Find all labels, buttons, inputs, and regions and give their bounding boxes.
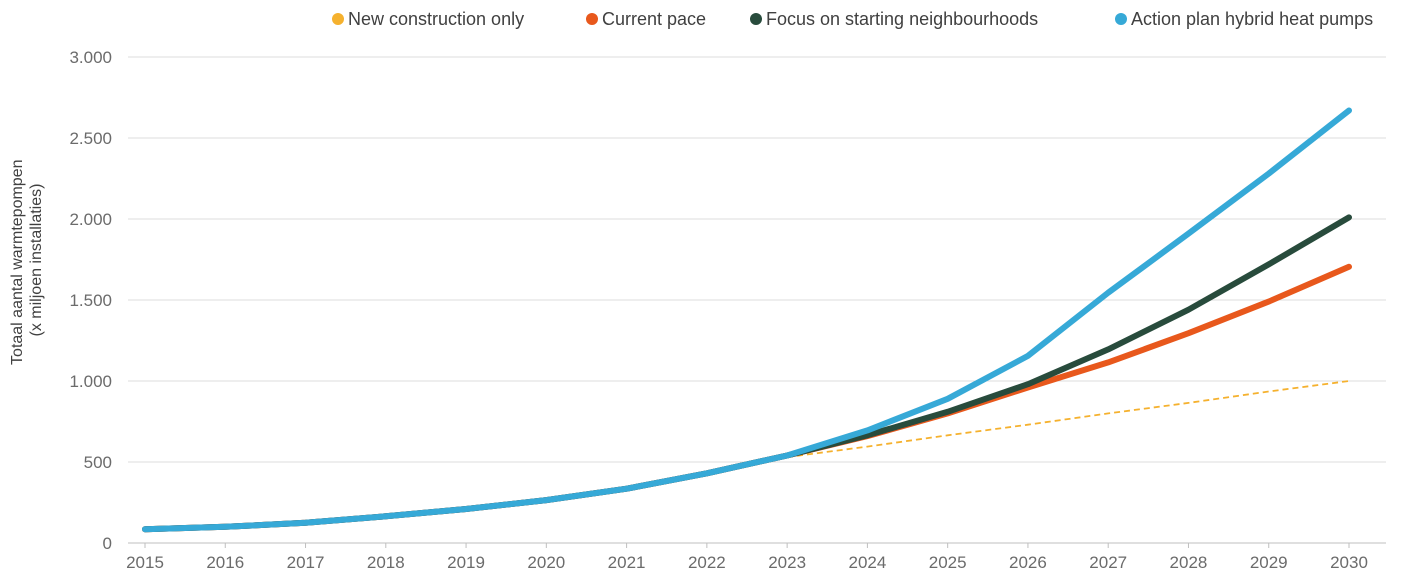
y-axis-ticks: 0 500 1.000 1.500 2.000 2.500 3.000 <box>69 48 112 553</box>
y-tick-label: 1.500 <box>69 291 112 310</box>
x-tick-label: 2016 <box>206 553 244 572</box>
legend-label: Current pace <box>602 9 706 29</box>
series-line-0 <box>786 380 1350 458</box>
x-tick-label: 2023 <box>768 553 806 572</box>
series-line-3 <box>142 107 1352 533</box>
legend-marker <box>750 13 762 25</box>
y-tick-label: 0 <box>103 534 112 553</box>
x-tick-label: 2030 <box>1330 553 1368 572</box>
y-tick-label: 2.000 <box>69 210 112 229</box>
legend-label: Action plan hybrid heat pumps <box>1131 9 1373 29</box>
y-tick-label: 2.500 <box>69 129 112 148</box>
x-tick-label: 2018 <box>367 553 405 572</box>
legend: New construction only Current pace Focus o… <box>332 9 1373 29</box>
x-axis-ticks: 2015 2016 2017 2018 2019 2020 2021 2022 2023 2024… <box>126 543 1368 572</box>
x-tick-label: 2029 <box>1250 553 1288 572</box>
legend-label: New construction only <box>348 9 524 29</box>
legend-marker <box>586 13 598 25</box>
legend-marker <box>1115 13 1127 25</box>
x-tick-label: 2020 <box>527 553 565 572</box>
gridlines <box>128 56 1386 463</box>
series-line-2 <box>142 214 1352 533</box>
y-axis-label-line-1: Totaal aantal warmtepompen <box>9 160 26 365</box>
x-tick-label: 2015 <box>126 553 164 572</box>
x-tick-label: 2025 <box>929 553 967 572</box>
legend-marker <box>332 13 344 25</box>
legend-label: Focus on starting neighbourhoods <box>766 9 1038 29</box>
y-tick-label: 3.000 <box>69 48 112 67</box>
x-tick-label: 2027 <box>1089 553 1127 572</box>
x-tick-label: 2026 <box>1009 553 1047 572</box>
x-tick-label: 2021 <box>608 553 646 572</box>
series-line-1 <box>142 263 1352 533</box>
series-lines <box>142 107 1352 533</box>
x-tick-label: 2019 <box>447 553 485 572</box>
y-tick-label: 500 <box>84 453 112 472</box>
y-axis-label-line-2: (x miljoen installaties) <box>28 184 45 337</box>
x-tick-label: 2022 <box>688 553 726 572</box>
x-tick-label: 2028 <box>1170 553 1208 572</box>
y-axis-label: Totaal aantal warmtepompen (x miljoen in… <box>9 155 45 365</box>
x-tick-label: 2017 <box>287 553 325 572</box>
y-tick-label: 1.000 <box>69 372 112 391</box>
x-tick-label: 2024 <box>848 553 886 572</box>
